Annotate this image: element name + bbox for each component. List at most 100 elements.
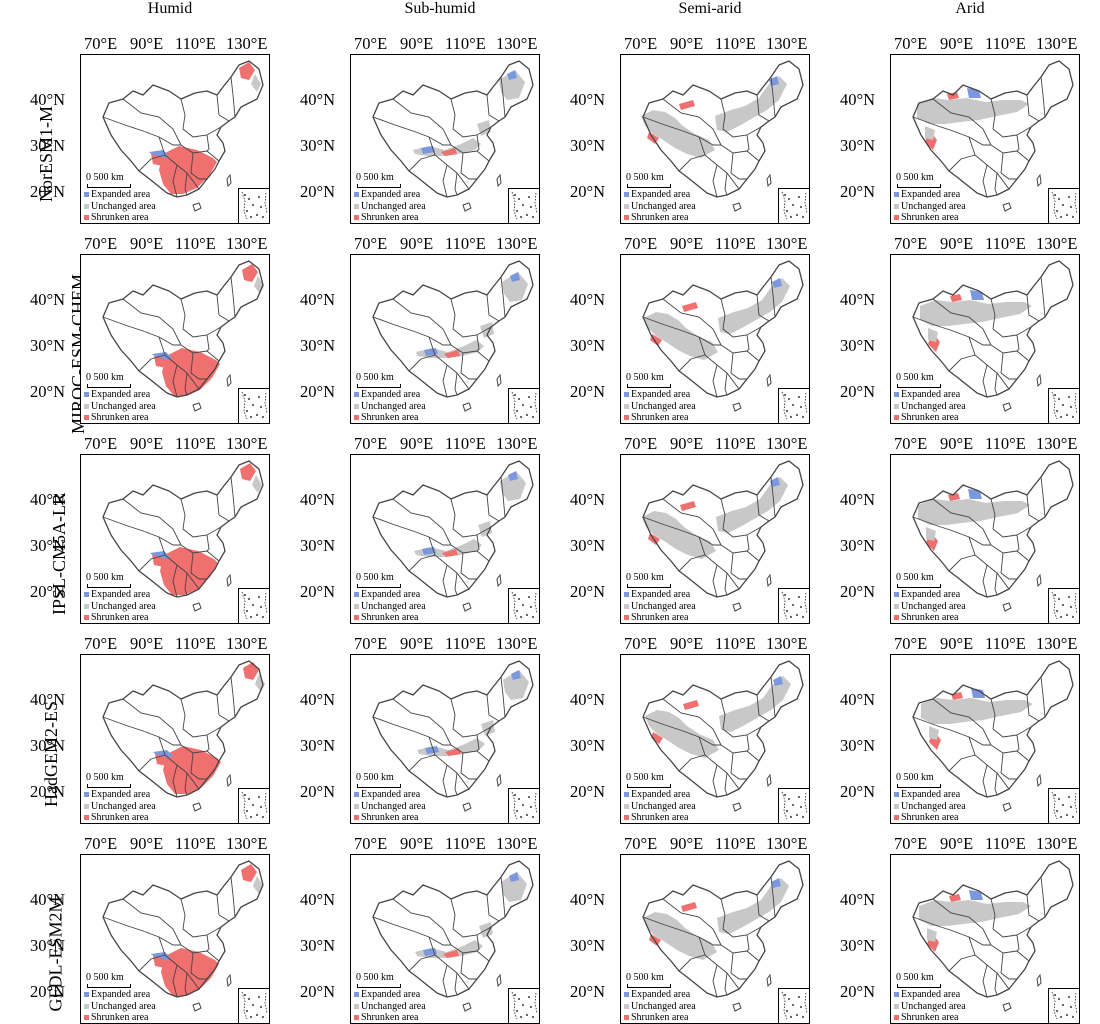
longitude-label: 90°E [670,434,704,453]
legend-swatch [84,815,89,820]
zone-unchanged-area [481,720,495,736]
china-map: 0 500 km Expanded area Unchanged area Shrun… [350,254,540,424]
zone-shrunken-area [681,902,697,912]
legend-swatch [354,403,359,409]
map-svg [372,460,534,612]
legend-label: Expanded area [361,789,421,800]
longitude-label: 90°E [400,434,434,453]
zone-unchanged-area [477,120,491,136]
south-china-sea-inset [238,788,269,823]
latitude-label: 40°N [300,90,336,109]
legend-item: Shrunken area [624,1012,696,1023]
south-china-sea-inset [778,388,809,423]
legend-swatch [894,792,899,797]
latitude-label: 40°N [300,890,336,909]
zone-unchanged-area [921,698,1033,724]
legend: Expanded area Unchanged area Shrunken area [84,389,156,423]
legend-label: Unchanged area [91,600,156,612]
map-svg [102,60,264,212]
scale-line [627,784,671,788]
longitude-label: 130°E [766,634,808,653]
legend-item: Shrunken area [84,812,156,823]
zone-shrunken-area [683,700,699,710]
zone-shrunken-area [241,864,257,882]
longitude-label: 130°E [226,834,268,853]
legend-swatch [354,415,359,420]
legend-label: Expanded area [631,589,691,600]
longitude-label: 130°E [226,34,268,53]
legend-swatch [624,392,629,397]
legend-label: Unchanged area [361,200,426,212]
scale-bar: 0 500 km [626,772,671,788]
legend-label: Shrunken area [361,612,419,623]
legend-swatch [894,203,899,209]
china-map: 0 500 km Expanded area Unchanged area Shrun… [350,654,540,824]
south-china-sea-inset [508,188,539,223]
longitude-label: 110°E [175,634,216,653]
longitude-label: 70°E [354,34,388,53]
legend-item: Expanded area [894,589,966,601]
legend-label: Unchanged area [901,1000,966,1012]
map-svg [102,460,264,612]
longitude-label: 110°E [715,834,756,853]
legend-swatch [624,992,629,997]
south-china-sea-inset [508,988,539,1023]
latitude-label: 20°N [840,182,876,201]
latitude-label: 30°N [570,336,606,355]
legend-item: Shrunken area [894,612,966,623]
scale-line [627,984,671,988]
longitude-label: 70°E [354,834,388,853]
latitude-label: 30°N [840,136,876,155]
legend-swatch [624,403,629,409]
south-china-sea-inset [778,188,809,223]
zone-unchanged-area [716,477,788,533]
legend-item: Unchanged area [354,601,426,613]
scale-bar: 0 500 km [356,172,401,188]
legend-label: Unchanged area [361,1000,426,1012]
south-china-sea-inset [778,588,809,623]
longitude-label: 90°E [130,434,164,453]
legend-swatch [894,592,899,597]
scale-line [87,984,131,988]
legend-item: Expanded area [894,389,966,401]
china-map: 0 500 km Expanded area Unchanged area Shrun… [620,54,810,224]
legend-swatch [84,215,89,220]
legend-swatch [624,603,629,609]
longitude-label: 130°E [1036,434,1078,453]
longitude-label: 70°E [84,834,118,853]
longitude-label: 70°E [624,434,658,453]
zone-unchanged-area [927,928,937,942]
scale-line [897,784,941,788]
legend-swatch [624,1003,629,1009]
map-panel: 70°E 90°E 110°E 130°E 40°N 30°N 20°N 0 500 km Ex… [270,832,540,1024]
zone-shrunken-area [239,62,255,80]
zone-unchanged-area [715,76,787,132]
longitude-label: 90°E [670,634,704,653]
latitude-label: 30°N [840,336,876,355]
scale-label: 0 500 km [896,372,934,383]
legend-swatch [624,815,629,820]
column-title-sub-humid: Sub-humid [404,0,476,17]
latitude-label: 30°N [570,736,606,755]
legend-label: Expanded area [361,189,421,200]
legend-label: Shrunken area [901,612,959,623]
longitude-label: 90°E [400,634,434,653]
legend-label: Expanded area [901,389,961,400]
legend: Expanded area Unchanged area Shrunken area [624,989,696,1023]
map-panel: 70°E 90°E 110°E 130°E 40°N 30°N 20°N 0 500 km Ex… [0,232,270,424]
zone-expanded-area [507,70,517,80]
south-china-sea-inset [1048,588,1079,623]
legend-swatch [894,392,899,397]
scale-line [357,384,401,388]
zone-shrunken-area [679,100,695,110]
legend-label: Unchanged area [91,800,156,812]
latitude-label: 40°N [300,690,336,709]
legend-item: Shrunken area [84,412,156,423]
legend-swatch [624,592,629,597]
longitude-label: 90°E [130,34,164,53]
china-map: 0 500 km Expanded area Unchanged area Shrun… [890,854,1080,1024]
latitude-label: 20°N [300,382,336,401]
latitude-label: 40°N [840,690,876,709]
scale-bar: 0 500 km [356,372,401,388]
legend-item: Shrunken area [894,812,966,823]
